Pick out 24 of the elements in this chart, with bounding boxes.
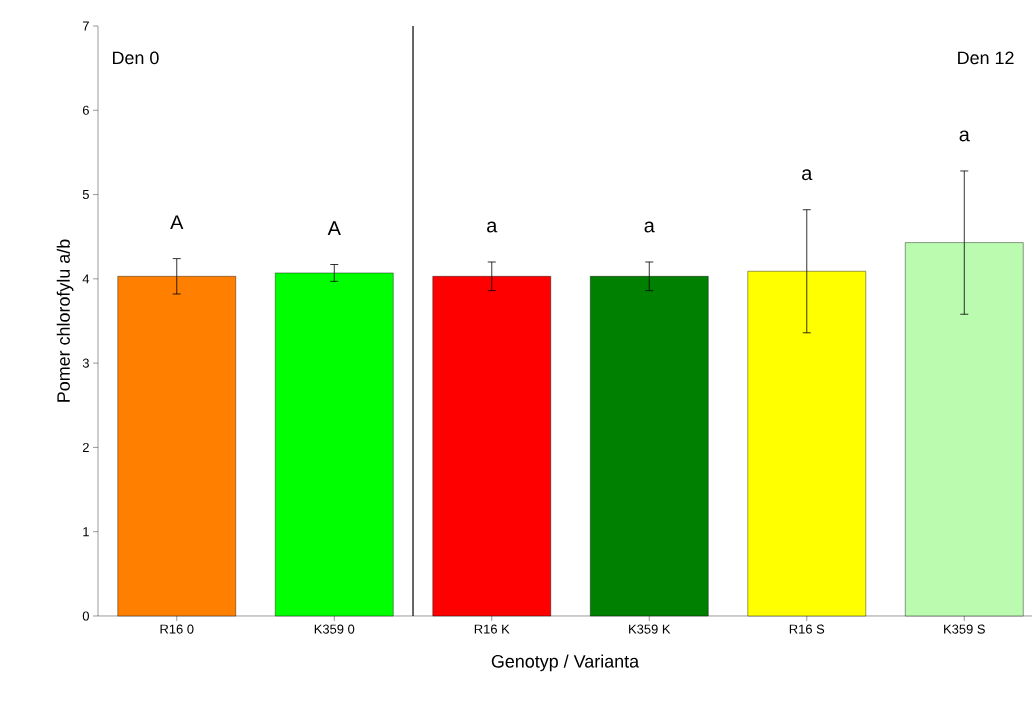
x-axis-title: Genotyp / Varianta: [491, 654, 640, 672]
x-tick-label: K359 S: [944, 624, 985, 634]
x-tick-label: K359 0: [314, 624, 355, 634]
y-tick-label: 3: [82, 358, 89, 368]
annotation: A: [327, 221, 341, 235]
y-tick-label: 7: [82, 21, 89, 31]
y-tick-label: 2: [82, 442, 89, 452]
annotation: a: [802, 169, 813, 181]
annotation: Den 0: [113, 51, 159, 65]
x-tick-label: R16 S: [789, 624, 825, 634]
annotation: a: [959, 130, 970, 142]
x-tick-label: R16 K: [474, 624, 510, 634]
y-tick-label: 6: [82, 105, 89, 115]
annotation: a: [644, 221, 655, 233]
y-tick-label: 5: [82, 190, 89, 200]
y-tick-label: 4: [82, 274, 90, 284]
annotation: Den 12: [958, 51, 1014, 65]
x-tick-label: K359 K: [629, 624, 671, 634]
y-axis-title: Pomer chlorofylu a/b: [56, 239, 74, 402]
x-tick-label: R16 0: [160, 624, 194, 634]
annotation: a: [487, 221, 498, 233]
annotation: A: [170, 215, 184, 230]
y-tick-label: 0: [82, 611, 89, 621]
y-tick-label: 1: [83, 527, 89, 537]
